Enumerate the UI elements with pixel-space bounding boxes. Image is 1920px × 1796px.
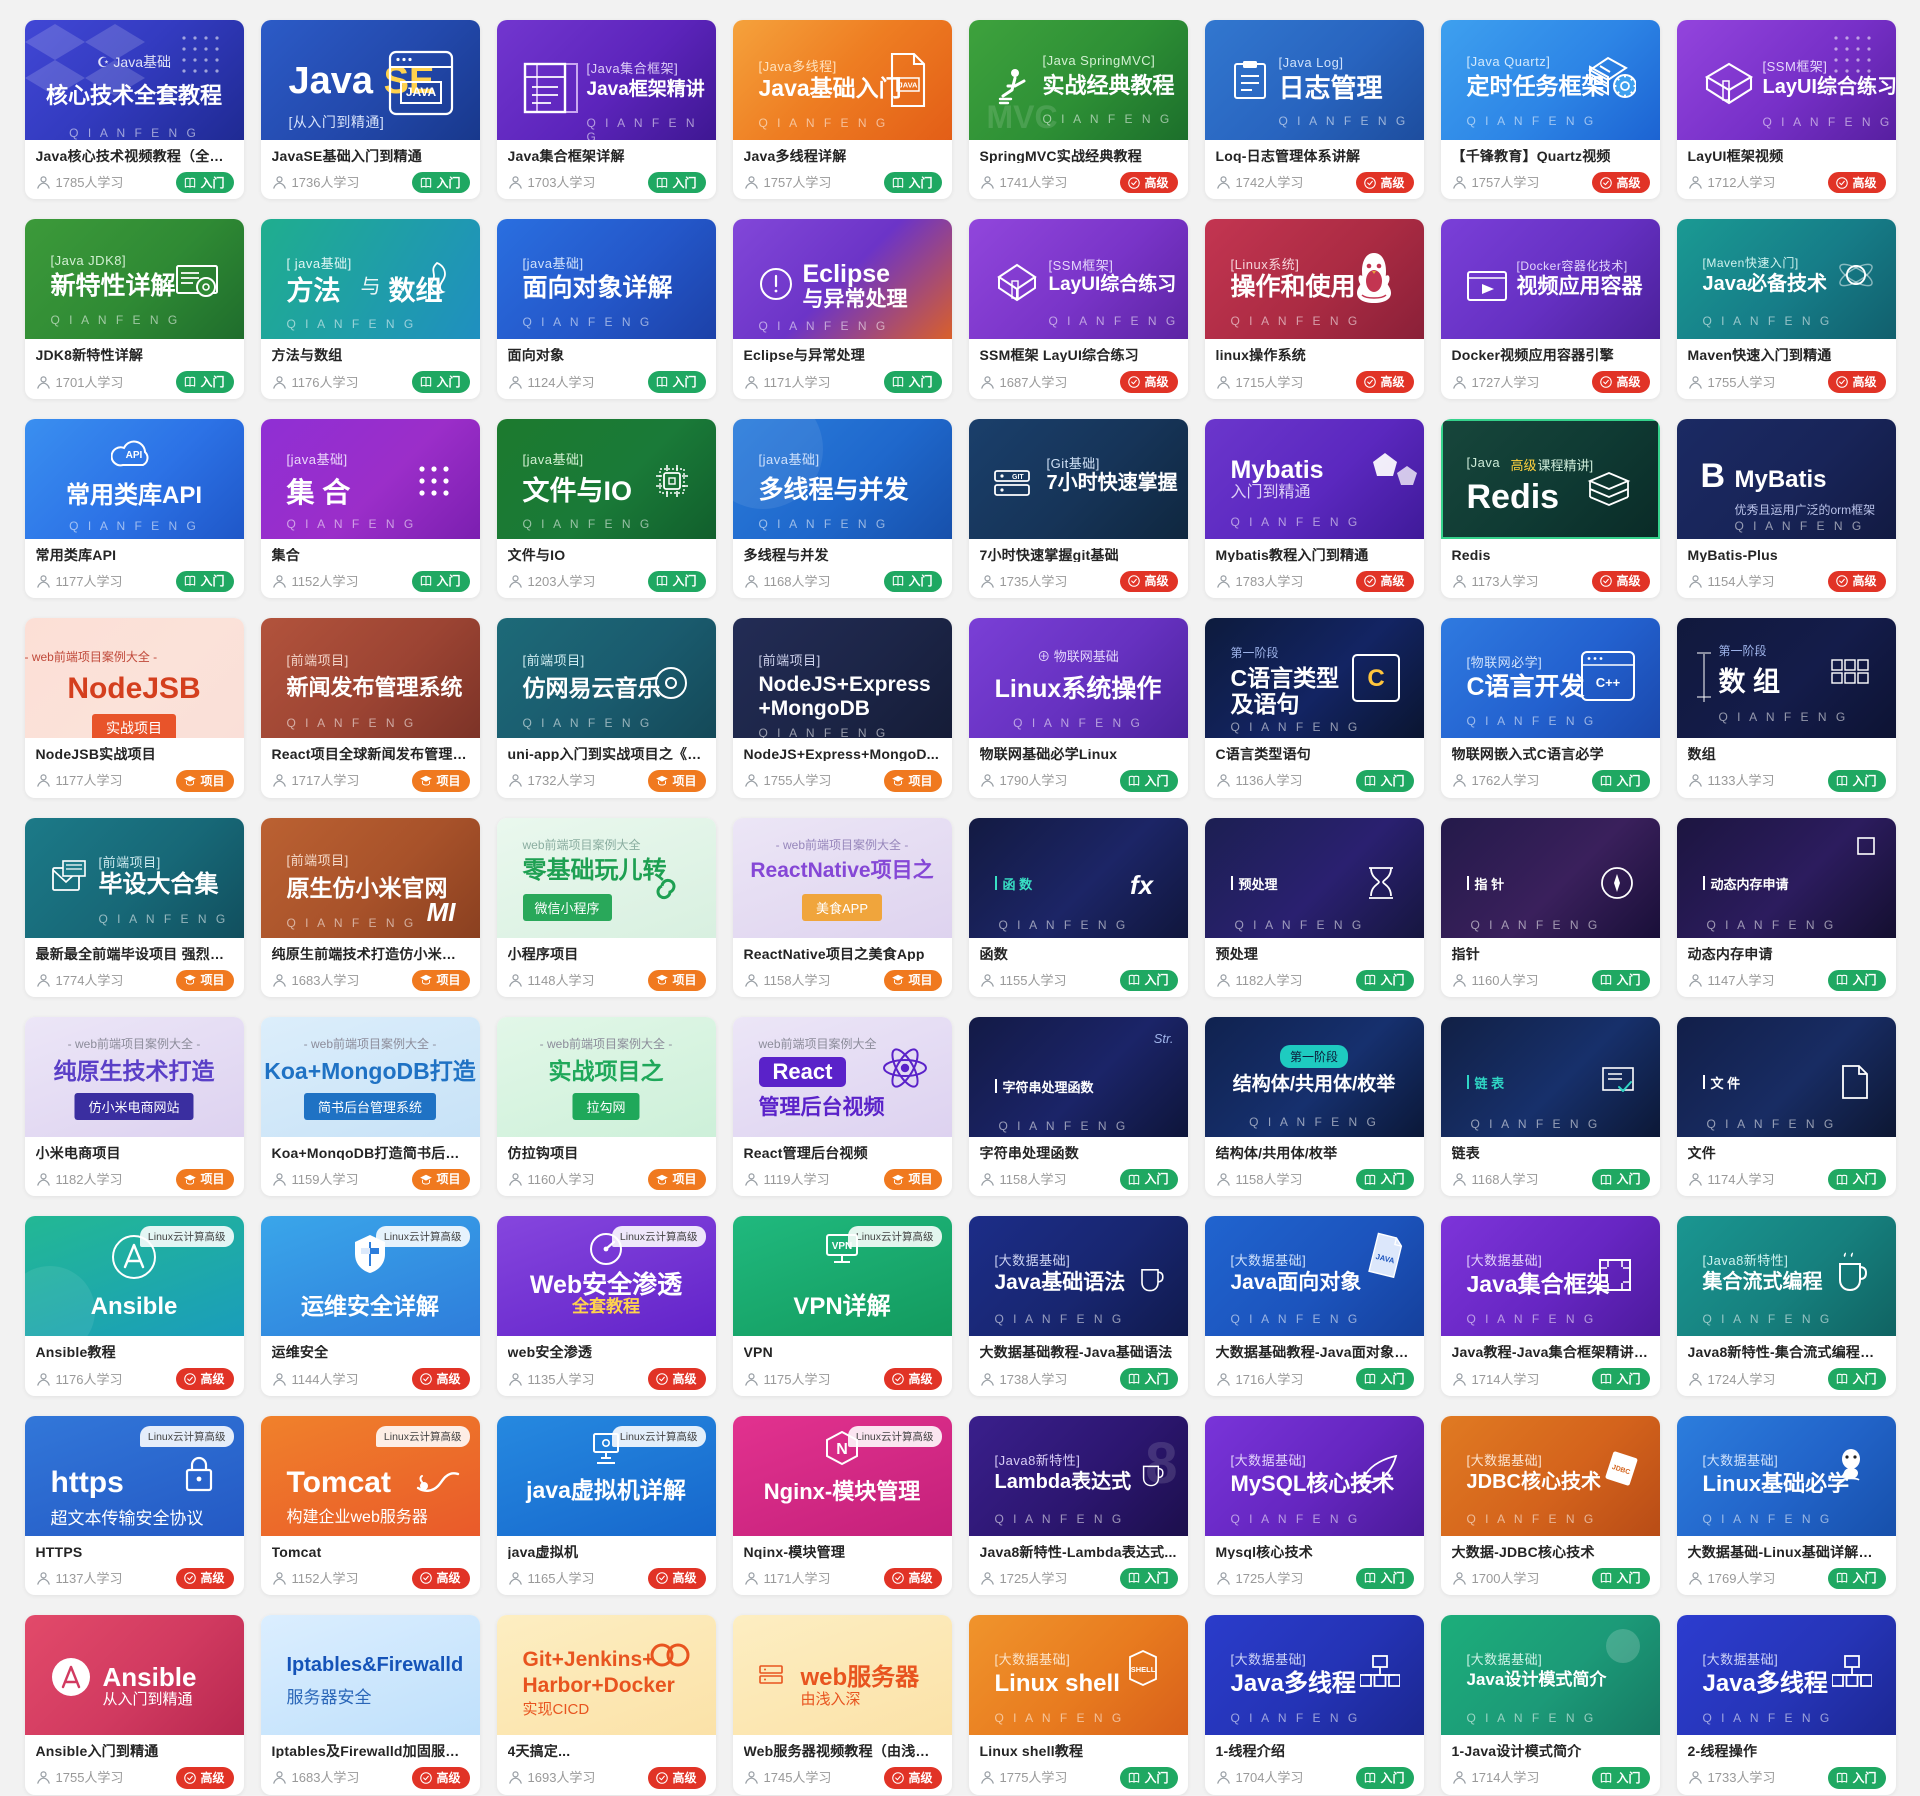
svg-text:C++: C++: [1595, 675, 1620, 690]
svg-text:GIT: GIT: [1012, 474, 1024, 481]
svg-text:JAVA: JAVA: [898, 81, 917, 90]
svg-text:SHELL: SHELL: [1130, 1665, 1155, 1674]
svg-text:JAVA: JAVA: [405, 85, 436, 99]
svg-text:VPN: VPN: [832, 1241, 853, 1252]
svg-text:fx: fx: [1130, 870, 1155, 900]
svg-text:C: C: [1367, 665, 1384, 692]
svg-text:API: API: [126, 450, 143, 461]
svg-text:N: N: [836, 1441, 848, 1458]
